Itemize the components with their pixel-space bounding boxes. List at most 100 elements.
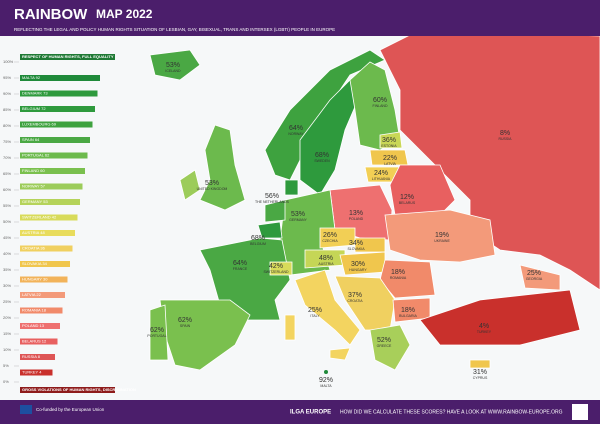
- country-score: 12%: [400, 194, 414, 201]
- ranking-bar: [20, 245, 73, 252]
- scale-bottom-label: GROSS VIOLATIONS OF HUMAN RIGHTS, DISCRI…: [22, 387, 136, 392]
- ranking-label: LATVIA 22: [22, 292, 42, 297]
- scale-tick-label: 0%: [3, 379, 9, 384]
- country-name: TURKEY: [477, 330, 492, 334]
- scale-tick-label: 65%: [3, 171, 11, 176]
- country-name: LITHUANIA: [372, 177, 391, 181]
- country-score: 52%: [377, 337, 391, 344]
- country-name: UNITED KINGDOM: [197, 187, 228, 191]
- country-score: 25%: [527, 270, 541, 277]
- country-score: 48%: [319, 255, 333, 262]
- country-score: 56%: [265, 193, 279, 200]
- ranking-label: PORTUGAL 62: [22, 153, 50, 158]
- scale-tick-label: 90%: [3, 91, 11, 96]
- country-name: CROATIA: [347, 299, 363, 303]
- country-score: 64%: [289, 125, 303, 132]
- ranking-bar: [20, 106, 95, 112]
- ranking-label: NORWAY 57: [22, 184, 46, 189]
- country-score: 24%: [374, 170, 388, 177]
- ranking-label: GERMANY 53: [22, 199, 48, 204]
- ranking-label: TURKEY 4: [22, 370, 42, 375]
- ranking-bar: [20, 292, 65, 298]
- country-score: 30%: [351, 261, 365, 268]
- country-score: 68%: [315, 152, 329, 159]
- ranking-label: SPAIN 64: [22, 137, 40, 142]
- ranking-label: FINLAND 60: [22, 168, 45, 173]
- ranking-bar: [20, 121, 93, 128]
- country-name: MALTA: [320, 384, 332, 388]
- scale-tick-label: 25%: [3, 299, 11, 304]
- country-name: UKRAINE: [434, 239, 450, 243]
- scale-tick-label: 45%: [3, 235, 11, 240]
- scale-tick-label: 10%: [3, 347, 11, 352]
- title: RAINBOW: [14, 6, 88, 23]
- scale-tick-label: 75%: [3, 139, 11, 144]
- country-score: 37%: [348, 292, 362, 299]
- country-name: HUNGARY: [349, 268, 367, 272]
- header: RAINBOW MAP 2022 REFLECTING THE LEGAL AN…: [0, 0, 600, 36]
- ranking-label: RUSSIA 8: [22, 354, 41, 359]
- country-name: GERMANY: [289, 218, 307, 222]
- ranking-label: AUSTRIA 48: [22, 230, 45, 235]
- country-name: BELARUS: [399, 201, 416, 205]
- scale-tick-label: 30%: [3, 283, 11, 288]
- country-score: 53%: [205, 180, 219, 187]
- ranking-bar: [20, 137, 90, 143]
- ranking-bar: [20, 168, 85, 174]
- scale-tick-label: 85%: [3, 107, 11, 112]
- country-name: SPAIN: [180, 324, 191, 328]
- country-name: GEORGIA: [526, 277, 543, 281]
- country-name: POLAND: [349, 217, 364, 221]
- scale-tick-label: 70%: [3, 155, 11, 160]
- scale-tick-label: 80%: [3, 123, 11, 128]
- country-name: FINLAND: [373, 104, 388, 108]
- country-name: ROMANIA: [390, 276, 407, 280]
- scale-tick-label: 5%: [3, 363, 9, 368]
- ranking-bar: [20, 90, 98, 97]
- subtitle: REFLECTING THE LEGAL AND POLICY HUMAN RI…: [14, 27, 335, 32]
- ranking-bar: [20, 230, 75, 236]
- country-name: SWITZERLAND: [263, 270, 289, 274]
- country-name: BELGIUM: [250, 242, 266, 246]
- country-score: 92%: [319, 377, 333, 384]
- country-name: LATVIA: [384, 162, 396, 166]
- country-name: NORWAY: [288, 132, 304, 136]
- country-score: 64%: [233, 260, 247, 267]
- ranking-label: DENMARK 73: [22, 91, 48, 96]
- ranking-bar: [20, 354, 55, 360]
- country-score: 62%: [178, 317, 192, 324]
- ranking-label: SWITZERLAND 42: [22, 215, 57, 220]
- country-name: BULGARIA: [399, 314, 417, 318]
- scale-tick-label: 40%: [3, 251, 11, 256]
- ranking-label: CROATIA 36: [22, 246, 46, 251]
- country-score: 8%: [500, 130, 510, 137]
- ranking-bar: [20, 369, 53, 376]
- ranking-bar: [20, 261, 70, 267]
- country-score: 53%: [291, 211, 305, 218]
- ranking-label: SLOVAKIA 34: [22, 261, 48, 266]
- scale-tick-label: 60%: [3, 187, 11, 192]
- country-score: 18%: [391, 269, 405, 276]
- country-name: PORTUGAL: [147, 334, 166, 338]
- ranking-label: ROMANIA 18: [22, 308, 47, 313]
- footer: Co-funded by the European Union ILGA EUR…: [0, 400, 600, 424]
- country-name: THE NETHERLANDS: [255, 200, 290, 204]
- country-score: 18%: [401, 307, 415, 314]
- ranking-bar: [20, 338, 58, 345]
- ranking-label: POLAND 13: [22, 323, 45, 328]
- country-labels: 53%ICELAND64%NORWAY68%SWEDEN60%FINLAND8%…: [147, 62, 542, 388]
- ranking-label: BELARUS 12: [22, 339, 47, 344]
- ranking-bar: [20, 199, 80, 205]
- country-name: ICELAND: [165, 69, 181, 73]
- scale: RESPECT OF HUMAN RIGHTS, FULL EQUALITY G…: [3, 54, 136, 393]
- ranking-bar: [20, 214, 78, 221]
- scale-tick-label: 50%: [3, 219, 11, 224]
- ranking-label: MALTA 92: [22, 75, 41, 80]
- ranking-bar: [20, 323, 60, 329]
- country-score: 4%: [479, 323, 489, 330]
- ranking-label: LUXEMBOURG 69: [22, 122, 57, 127]
- country-score: 19%: [435, 232, 449, 239]
- country-score: 22%: [383, 155, 397, 162]
- country-name: SWEDEN: [314, 159, 330, 163]
